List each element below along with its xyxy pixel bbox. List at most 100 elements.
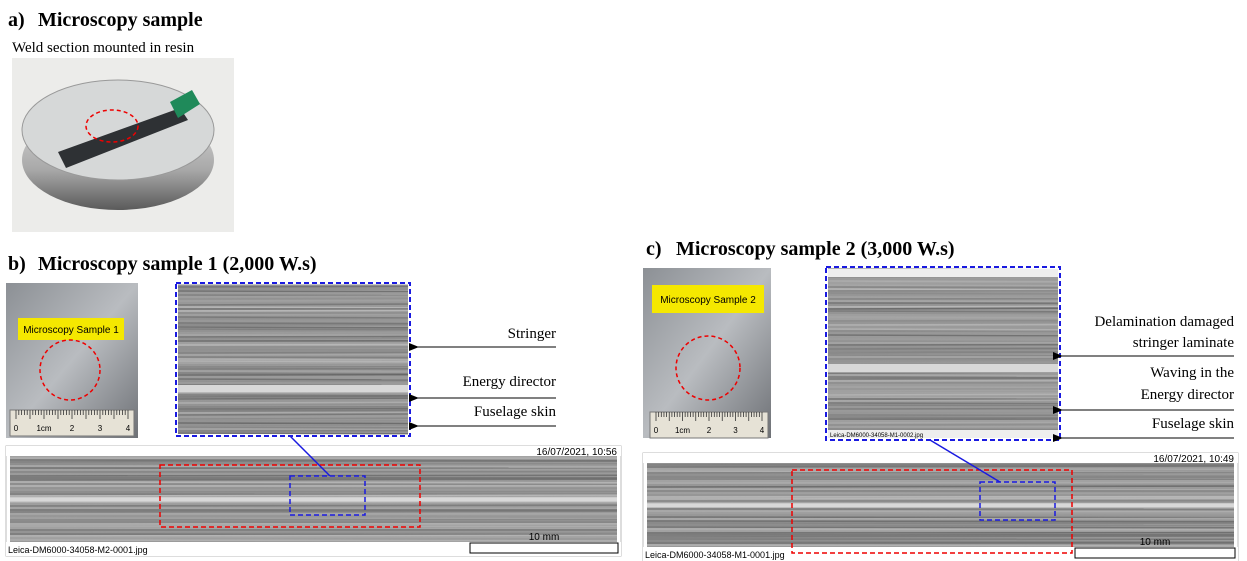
texture (178, 416, 408, 417)
panel-label: a) (8, 9, 25, 31)
texture (10, 495, 617, 496)
texture (178, 396, 408, 397)
texture (828, 297, 1058, 298)
texture (647, 511, 1234, 512)
texture (647, 484, 1234, 485)
filename: Leica-DM6000-34058-M2-0001.jpg (8, 545, 148, 555)
texture (178, 352, 408, 353)
texture (828, 424, 1058, 425)
energy-director-layer (647, 503, 1234, 507)
texture (178, 412, 408, 413)
texture (10, 535, 617, 536)
texture (178, 327, 408, 328)
texture (828, 289, 1058, 290)
texture (10, 475, 617, 476)
energy-director-layer (828, 364, 1058, 372)
texture (828, 375, 1058, 376)
texture (178, 423, 408, 424)
texture (178, 357, 408, 358)
ruler-label: 0 (14, 424, 19, 433)
texture (178, 307, 408, 308)
annotation: Stringer (508, 326, 556, 342)
texture (178, 296, 408, 297)
texture (178, 398, 408, 399)
texture (178, 330, 408, 331)
texture (10, 479, 617, 480)
texture (647, 527, 1234, 528)
sample-tag-text: Microscopy Sample 1 (23, 325, 119, 336)
annotation: Energy director (1141, 387, 1234, 403)
texture (828, 318, 1058, 319)
texture (828, 390, 1058, 391)
timestamp: 16/07/2021, 10:56 (536, 447, 617, 458)
texture (178, 354, 408, 355)
texture (647, 515, 1234, 516)
annotation: Fuselage skin (474, 404, 557, 420)
texture (828, 429, 1058, 430)
texture (647, 493, 1234, 494)
texture (178, 323, 408, 324)
texture (828, 278, 1058, 279)
texture (10, 469, 617, 470)
texture (828, 311, 1058, 312)
texture (10, 532, 617, 533)
inset-header (828, 269, 1058, 277)
texture (178, 336, 408, 337)
annotation: Fuselage skin (1152, 416, 1235, 432)
texture (828, 378, 1058, 379)
scale-bar (1075, 548, 1235, 558)
texture (647, 466, 1234, 467)
texture (178, 427, 408, 428)
texture (10, 482, 617, 483)
caption: Weld section mounted in resin (12, 40, 195, 56)
texture (10, 484, 617, 485)
texture (828, 287, 1058, 288)
texture (10, 505, 617, 506)
texture (178, 433, 408, 434)
panel-title: Microscopy sample (38, 9, 203, 31)
texture (178, 298, 408, 299)
texture (828, 306, 1058, 307)
texture (828, 420, 1058, 421)
texture (828, 352, 1058, 353)
texture (647, 486, 1234, 487)
texture (828, 329, 1058, 330)
texture (178, 418, 408, 419)
annotation: Waving in the (1150, 365, 1234, 381)
ruler-label: 0 (654, 426, 659, 435)
texture (10, 511, 617, 512)
texture (178, 381, 408, 382)
texture (828, 313, 1058, 314)
ruler-label: 3 (98, 424, 103, 433)
panel-title: Microscopy sample 1 (2,000 W.s) (38, 253, 317, 275)
texture (647, 529, 1234, 530)
scale-bar-label: 10 mm (1140, 537, 1171, 548)
texture (828, 363, 1058, 364)
texture (647, 518, 1234, 519)
texture (828, 332, 1058, 333)
texture (10, 503, 617, 504)
ruler-label: 4 (126, 424, 131, 433)
texture (10, 518, 617, 519)
texture (828, 327, 1058, 328)
energy-director-layer (178, 385, 408, 392)
texture (178, 361, 408, 362)
ruler-label: 1cm (36, 424, 51, 433)
texture (828, 397, 1058, 398)
texture (178, 404, 408, 405)
texture (828, 294, 1058, 295)
texture (178, 349, 408, 350)
texture (178, 414, 408, 415)
timestamp: 16/07/2021, 10:49 (1153, 454, 1234, 465)
texture (647, 472, 1234, 473)
scale-bar (470, 543, 618, 553)
texture (178, 364, 408, 365)
texture (828, 341, 1058, 342)
texture (647, 489, 1234, 490)
texture (828, 285, 1058, 286)
texture (178, 359, 408, 360)
panel-label: c) (646, 238, 662, 260)
ruler-label: 1cm (675, 426, 690, 435)
panel-label: b) (8, 253, 26, 275)
texture (178, 379, 408, 380)
